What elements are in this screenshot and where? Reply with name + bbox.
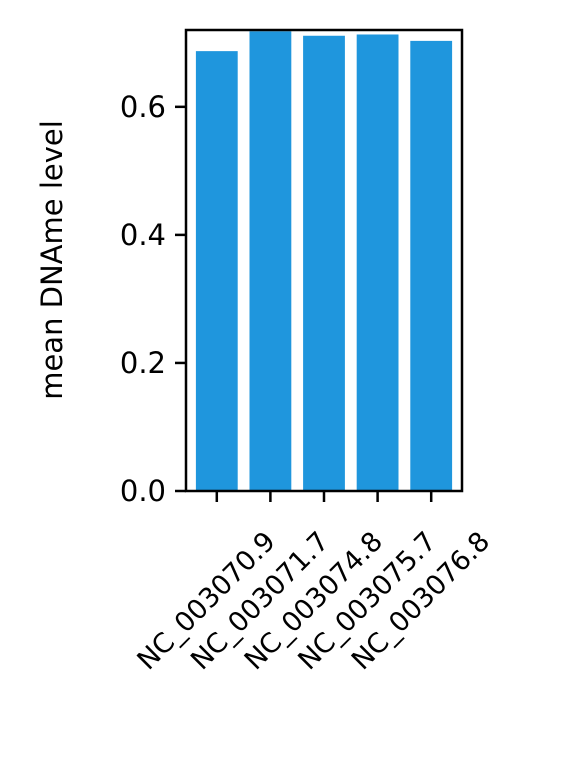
y-axis-label: mean DNAme level — [35, 120, 69, 400]
bar-NC_003070.9 — [195, 51, 238, 492]
y-tick-label: 0.6 — [120, 90, 166, 124]
y-tick-label: 0.0 — [120, 474, 166, 508]
x-axis: NC_003070.9NC_003071.7NC_003074.8NC_0030… — [132, 491, 496, 676]
y-tick-label: 0.2 — [120, 346, 166, 380]
bar-NC_003076.8 — [410, 40, 453, 491]
y-tick-label: 0.4 — [120, 218, 166, 252]
bar-NC_003071.7 — [249, 31, 292, 492]
bar-NC_003075.7 — [356, 34, 399, 492]
y-axis: 0.0 0.2 0.4 0.6 — [120, 90, 186, 508]
bars-layer — [195, 31, 453, 492]
bar-NC_003074.8 — [303, 35, 345, 491]
